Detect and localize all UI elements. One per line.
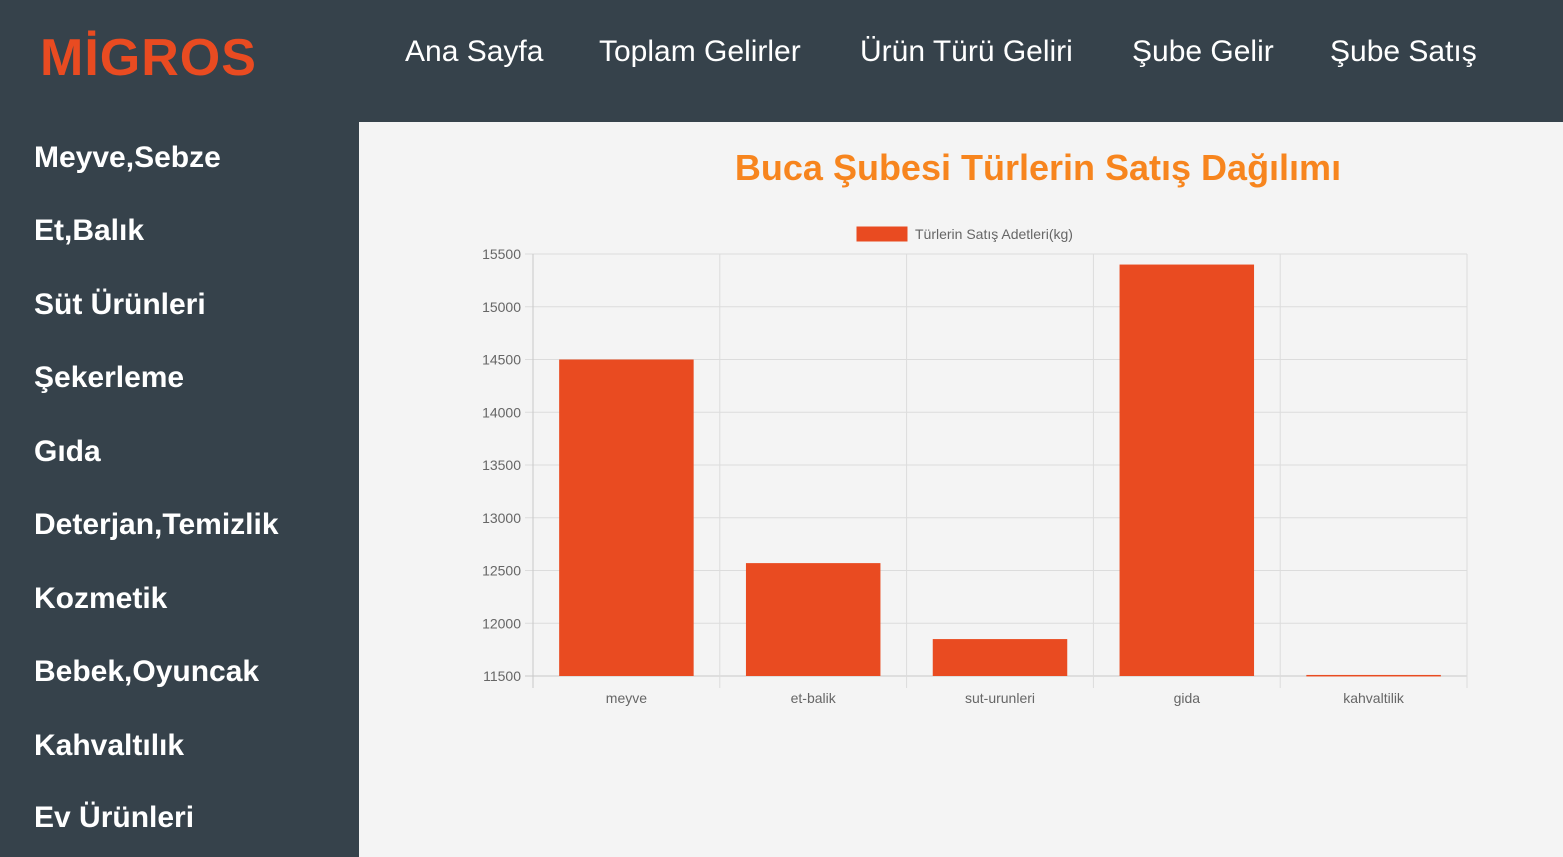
y-tick-label: 11500 — [483, 668, 521, 684]
bar-et-balik — [745, 563, 881, 676]
x-tick-label: gida — [1174, 690, 1201, 706]
sidebar-item-deterjan-temizlik[interactable]: Deterjan,Temizlik — [34, 508, 279, 541]
bar-sut-urunleri — [932, 639, 1068, 676]
sidebar-item-bebek-oyuncak[interactable]: Bebek,Oyuncak — [34, 655, 260, 688]
bar-kahvaltilik — [1306, 674, 1441, 677]
legend-swatch[interactable] — [856, 226, 908, 242]
category-sidebar — [0, 122, 359, 857]
sidebar-item-kahvaltilik[interactable]: Kahvaltılık — [34, 729, 185, 762]
y-tick-label: 13500 — [482, 457, 521, 473]
sidebar-item-et-balik[interactable]: Et,Balık — [34, 214, 145, 247]
bar-meyve — [559, 359, 694, 676]
sidebar-item-sut-urunleri[interactable]: Süt Ürünleri — [34, 288, 206, 321]
sidebar-item-kozmetik[interactable]: Kozmetik — [34, 582, 168, 615]
nav-urun-turu-geliri[interactable]: Ürün Türü Geliri — [860, 35, 1073, 68]
y-tick-label: 12000 — [482, 615, 521, 631]
x-tick-label: et-balik — [791, 690, 837, 706]
nav-sube-satis[interactable]: Şube Satış — [1330, 35, 1477, 68]
nav-ana-sayfa[interactable]: Ana Sayfa — [405, 35, 544, 68]
top-header: MİGROS Ana Sayfa Toplam Gelirler Ürün Tü… — [0, 0, 1563, 122]
chart-title: Buca Şubesi Türlerin Satış Dağılımı — [734, 147, 1342, 188]
legend-label[interactable]: Türlerin Satış Adetleri(kg) — [915, 226, 1073, 242]
sidebar-item-gida[interactable]: Gıda — [34, 435, 101, 468]
nav-sube-gelir[interactable]: Şube Gelir — [1132, 35, 1274, 68]
sales-bar-chart: 15500 15000 14500 14000 13500 13000 12500 12000… — [482, 226, 1468, 706]
nav-toplam-gelirler[interactable]: Toplam Gelirler — [599, 35, 801, 68]
sidebar-item-meyve-sebze[interactable]: Meyve,Sebze — [34, 141, 221, 174]
y-tick-label: 15000 — [482, 299, 521, 315]
y-tick-label: 14000 — [482, 404, 521, 420]
y-tick-label: 14500 — [482, 352, 521, 368]
y-tick-label: 12500 — [482, 563, 521, 579]
sidebar-item-ev-urunleri[interactable]: Ev Ürünleri — [34, 801, 195, 834]
migros-logo[interactable]: MİGROS — [40, 29, 257, 87]
x-tick-label: kahvaltilik — [1343, 690, 1405, 706]
y-tick-label: 15500 — [482, 246, 521, 262]
bar-gida — [1119, 264, 1255, 676]
x-tick-label: sut-urunleri — [965, 690, 1035, 706]
x-tick-label: meyve — [606, 690, 647, 706]
y-tick-label: 13000 — [482, 510, 521, 526]
sidebar-item-sekerleme[interactable]: Şekerleme — [34, 361, 185, 394]
